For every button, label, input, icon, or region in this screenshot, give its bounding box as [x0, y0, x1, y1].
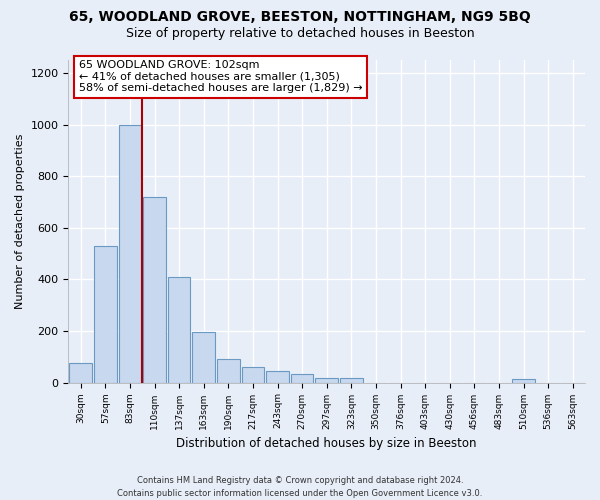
Bar: [143, 197, 166, 382]
Bar: [291, 374, 313, 382]
Text: 65, WOODLAND GROVE, BEESTON, NOTTINGHAM, NG9 5BQ: 65, WOODLAND GROVE, BEESTON, NOTTINGHAM,…: [69, 10, 531, 24]
Bar: [340, 378, 362, 382]
X-axis label: Distribution of detached houses by size in Beeston: Distribution of detached houses by size …: [176, 437, 477, 450]
Bar: [316, 378, 338, 382]
Bar: [168, 277, 190, 382]
Bar: [94, 246, 116, 382]
Bar: [266, 371, 289, 382]
Bar: [512, 380, 535, 382]
Text: Contains HM Land Registry data © Crown copyright and database right 2024.
Contai: Contains HM Land Registry data © Crown c…: [118, 476, 482, 498]
Bar: [217, 360, 239, 382]
Bar: [119, 124, 141, 382]
Text: Size of property relative to detached houses in Beeston: Size of property relative to detached ho…: [125, 28, 475, 40]
Bar: [193, 332, 215, 382]
Bar: [70, 363, 92, 382]
Bar: [242, 367, 264, 382]
Text: 65 WOODLAND GROVE: 102sqm
← 41% of detached houses are smaller (1,305)
58% of se: 65 WOODLAND GROVE: 102sqm ← 41% of detac…: [79, 60, 362, 93]
Y-axis label: Number of detached properties: Number of detached properties: [15, 134, 25, 309]
